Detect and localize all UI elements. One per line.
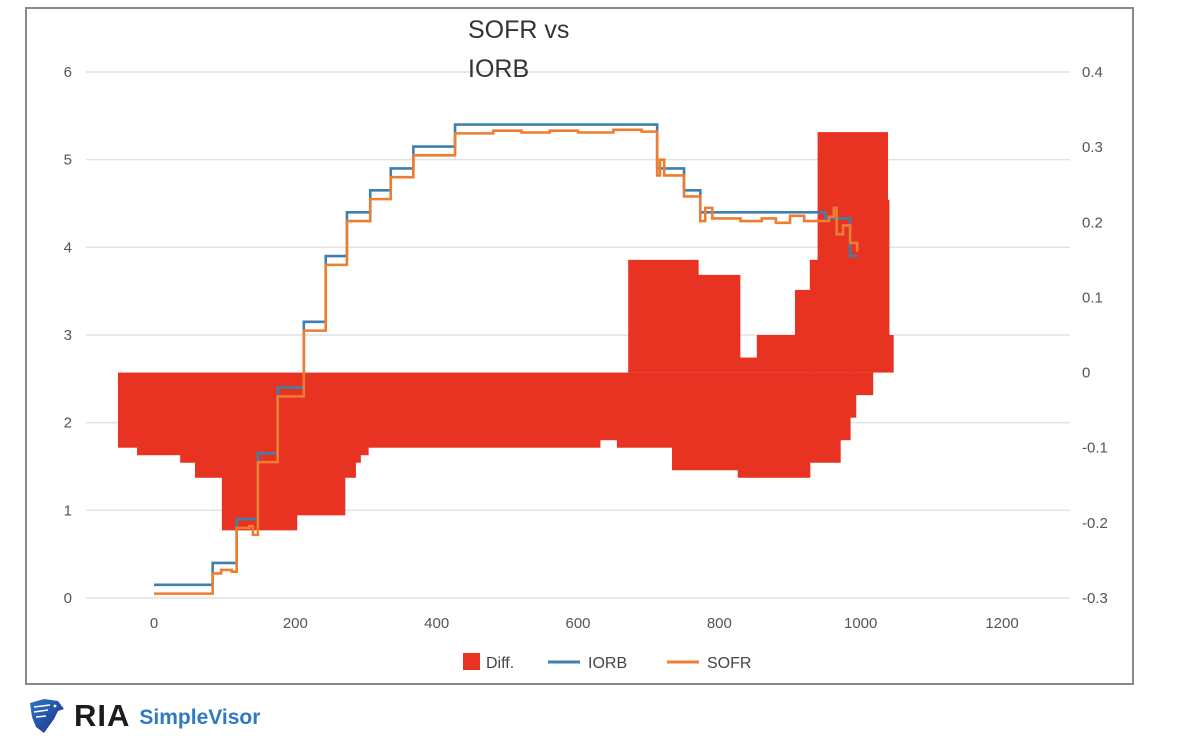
x-tick-label: 400 [424,615,449,632]
diff-bar-negative [117,372,138,448]
legend: Diff. IORB SOFR [463,653,751,672]
diff-bar-negative [355,372,361,463]
diff-bar-negative [855,372,874,396]
legend-label-sofr: SOFR [707,655,751,672]
y-right-tick-label: 0.2 [1082,214,1103,231]
sofr-line [154,128,859,595]
y-axis-right: -0.3 -0.2 -0.1 0 0.1 0.2 0.3 0.4 [1082,64,1108,607]
y-left-tick-label: 3 [64,327,72,344]
y-left-tick-label: 4 [64,239,72,256]
y-right-tick-label: 0 [1082,365,1090,382]
diff-bar-negative [344,372,356,478]
diff-bar-negative [737,372,811,478]
diff-bar-positive [739,357,758,373]
chart-title-line-2: IORB [468,55,529,83]
y-left-tick-label: 1 [64,502,72,519]
x-tick-label: 600 [566,615,591,632]
y-axis-left: 0 1 2 3 4 5 6 [64,64,72,607]
chart: 0 1 2 3 4 5 6 -0.3 -0.2 -0.1 0 0.1 0.2 0.3 0.4 0 200 40… [25,7,1134,685]
diff-bar-negative [194,372,223,478]
diff-bar-negative [221,372,298,531]
diff-bar-positive [794,289,811,373]
diff-bar-positive [698,274,741,373]
line-series [154,123,859,595]
chart-title-line-1: SOFR vs [468,16,569,44]
legend-label-diff: Diff. [486,655,514,672]
diff-series [117,132,894,531]
chart-border [25,7,1134,685]
x-tick-label: 1000 [844,615,877,632]
diff-bar-negative [840,372,851,441]
diff-bar-negative [180,372,196,463]
x-tick-label: 1200 [985,615,1018,632]
y-right-tick-label: 0.3 [1082,139,1103,156]
diff-bar-positive [817,132,889,373]
diff-bar-negative [616,372,673,448]
diff-bar-negative [137,372,181,456]
ria-simplevisor-logo: RIA SimpleVisor [28,697,260,735]
y-left-tick-label: 5 [64,152,72,169]
y-right-tick-label: 0.4 [1082,64,1103,81]
legend-swatch-diff [463,653,480,670]
y-left-tick-label: 2 [64,415,72,432]
y-right-tick-label: -0.2 [1082,515,1108,532]
logo-ria-text: RIA [74,698,131,733]
y-right-tick-label: 0.1 [1082,289,1103,306]
x-tick-label: 800 [707,615,732,632]
legend-label-iorb: IORB [588,655,627,672]
logo-simplevisor-text: SimpleVisor [139,706,261,729]
y-left-tick-label: 6 [64,64,72,81]
diff-bar-negative [809,372,841,463]
y-right-tick-label: -0.1 [1082,440,1108,457]
x-axis: 0 200 400 600 800 1000 1200 [150,615,1019,632]
diff-bar-positive [809,259,819,373]
x-tick-label: 200 [283,615,308,632]
diff-bar-negative [850,372,857,418]
diff-bar-positive [887,199,890,373]
diff-bar-positive [888,335,894,373]
diff-bar-positive [628,259,699,373]
diff-bar-negative [368,372,601,448]
eagle-shield-icon [30,699,64,733]
diff-bar-negative [672,372,739,471]
diff-bar-positive [756,335,796,373]
y-right-tick-label: -0.3 [1082,590,1108,607]
y-left-tick-label: 0 [64,590,72,607]
diff-bar-negative [599,372,618,441]
diff-bar-negative [360,372,369,456]
x-tick-label: 0 [150,615,158,632]
